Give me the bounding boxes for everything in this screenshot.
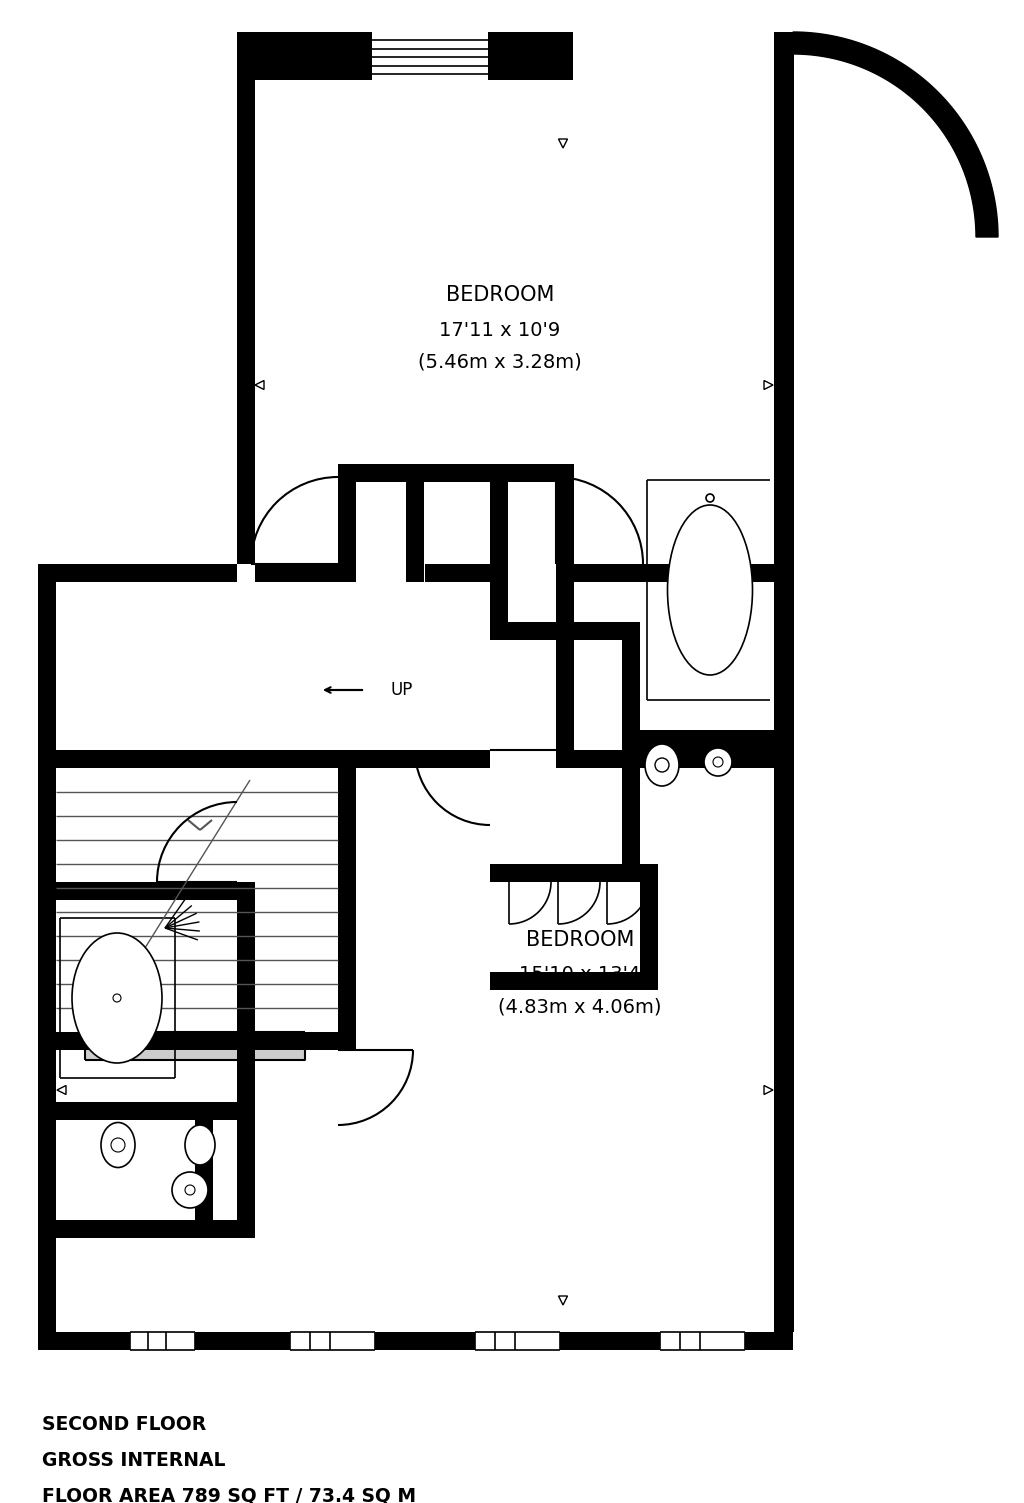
Ellipse shape (185, 1126, 215, 1165)
Bar (85, 1033, 305, 1060)
Bar (38, 564, 56, 1350)
Text: (4.83m x 4.06m): (4.83m x 4.06m) (499, 998, 662, 1016)
Bar (425, 564, 490, 582)
Bar (56, 750, 490, 768)
Bar (237, 882, 255, 1220)
Polygon shape (764, 380, 773, 389)
Bar (640, 730, 774, 750)
Bar (237, 32, 372, 80)
Circle shape (185, 1184, 195, 1195)
Bar (488, 32, 573, 80)
Bar (622, 640, 640, 750)
Circle shape (172, 1172, 208, 1208)
Bar (375, 1332, 475, 1350)
Bar (237, 882, 255, 1102)
Bar (338, 464, 574, 482)
Bar (338, 750, 356, 1051)
Ellipse shape (72, 933, 162, 1063)
Bar (195, 1332, 290, 1350)
Bar (56, 1102, 237, 1120)
Text: BEDROOM: BEDROOM (445, 286, 554, 305)
Ellipse shape (645, 744, 679, 786)
Bar (38, 1332, 130, 1350)
Bar (556, 622, 574, 752)
Bar (56, 1033, 356, 1051)
Text: BEDROOM: BEDROOM (525, 930, 634, 950)
Bar (237, 1102, 255, 1220)
Text: 15'10 x 13'4: 15'10 x 13'4 (519, 965, 641, 984)
Ellipse shape (668, 505, 753, 675)
Bar (490, 864, 640, 882)
Bar (237, 32, 255, 564)
Circle shape (111, 1138, 125, 1151)
Bar (85, 1033, 305, 1060)
Polygon shape (558, 138, 567, 147)
Bar (56, 564, 237, 582)
Bar (640, 564, 774, 582)
Bar (338, 464, 356, 582)
Bar (556, 750, 640, 768)
Bar (622, 750, 640, 882)
Polygon shape (255, 380, 264, 389)
Bar (560, 1332, 660, 1350)
Circle shape (705, 748, 732, 776)
Bar (556, 464, 574, 640)
Bar (490, 464, 508, 640)
Bar (640, 864, 658, 972)
Polygon shape (764, 1085, 773, 1094)
Bar (745, 1332, 793, 1350)
Text: 17'11 x 10'9: 17'11 x 10'9 (439, 320, 560, 340)
Ellipse shape (101, 1123, 135, 1168)
Polygon shape (558, 1296, 567, 1305)
Text: GROSS INTERNAL: GROSS INTERNAL (42, 1450, 225, 1470)
Bar (56, 882, 237, 900)
Circle shape (655, 758, 669, 773)
Bar (56, 1220, 255, 1238)
Bar (774, 32, 794, 237)
Bar (774, 237, 794, 564)
Circle shape (706, 494, 714, 502)
Bar (640, 750, 774, 768)
Bar (255, 564, 355, 582)
Bar (406, 464, 424, 582)
Text: (5.46m x 3.28m): (5.46m x 3.28m) (418, 353, 582, 371)
Text: SECOND FLOOR: SECOND FLOOR (42, 1414, 206, 1434)
Circle shape (113, 993, 121, 1003)
Bar (774, 564, 794, 1332)
Polygon shape (793, 32, 998, 237)
Bar (490, 622, 640, 640)
Bar (195, 1102, 213, 1220)
Circle shape (713, 758, 723, 767)
Polygon shape (57, 1085, 66, 1094)
Text: UP: UP (390, 681, 413, 699)
Bar (490, 972, 658, 990)
Bar (556, 564, 640, 582)
Text: FLOOR AREA 789 SQ FT / 73.4 SQ M: FLOOR AREA 789 SQ FT / 73.4 SQ M (42, 1486, 416, 1503)
